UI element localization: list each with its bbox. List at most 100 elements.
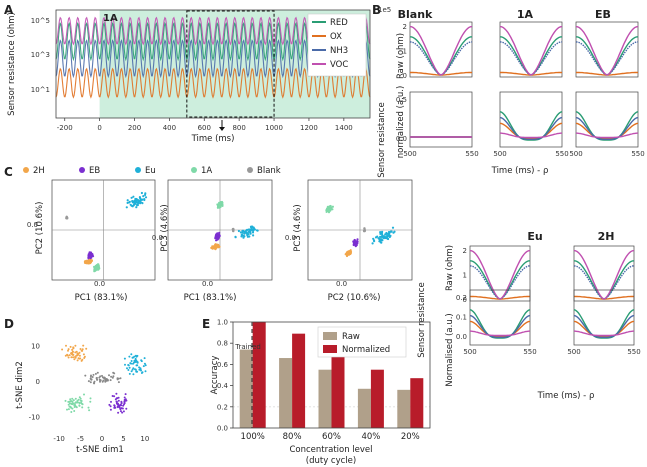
panel-b-raw-line-eu-3 <box>469 249 531 300</box>
panel-d-point-blank <box>92 373 95 376</box>
panel-a-xtick-label: 800 <box>232 124 245 132</box>
panel-b-raw-line-2h-0 <box>573 260 635 300</box>
panel-b-norm-line-2h-3 <box>573 330 635 337</box>
panel-e-ytick: 0.2 <box>217 403 228 411</box>
panel-e-axes-frame <box>232 321 431 429</box>
panel-d-point-eb <box>119 403 122 406</box>
panel-d-point-eb <box>117 399 120 402</box>
panel-c-point-eu <box>144 193 147 196</box>
panel-c-point-2h <box>218 245 221 248</box>
panel-c-point-eu <box>373 240 376 243</box>
panel-c-point-eu <box>379 231 382 234</box>
panel-b-raw-ytick-blank: 0 <box>403 72 407 80</box>
panel-c-point-eu <box>244 230 247 233</box>
panel-d-point-2h <box>71 348 74 351</box>
panel-d-point-eb <box>122 410 125 413</box>
panel-d-point-blank <box>91 376 94 378</box>
panel-a-xtick-label: 1000 <box>265 124 283 132</box>
panel-letter-e: E <box>202 317 210 331</box>
panel-d-point-eu <box>139 367 142 370</box>
panel-d-point-1a <box>67 400 70 403</box>
panel-d-point-eu <box>132 356 135 359</box>
panel-c-tick-x-1: 0.0 <box>94 280 105 288</box>
panel-e-ylabel: Accuracy <box>210 356 220 395</box>
panel-d-point-eu <box>143 362 146 365</box>
panel-c-point-eb <box>354 243 358 247</box>
panel-c-point-2h <box>213 247 216 250</box>
panel-c-point-eu <box>139 202 142 205</box>
panel-d-point-eu <box>123 357 126 360</box>
panel-d-point-1a <box>70 411 73 413</box>
panel-b-raw-ytick-eu: 0 <box>463 296 467 304</box>
panel-d-point-2h <box>81 349 84 352</box>
panel-d-point-blank <box>117 381 120 384</box>
panel-d-point-2h <box>85 347 88 350</box>
panel-d-point-eu <box>124 363 126 366</box>
panel-d-point-eu <box>135 355 138 358</box>
panel-c-point-1a <box>96 266 99 269</box>
panel-c-ylabel-1: PC2 (10.6%) <box>35 202 45 255</box>
panel-b-raw-ytick-eu: 2 <box>463 247 467 255</box>
panel-b-raw-line-2h-2 <box>573 265 635 300</box>
panel-d-point-2h <box>74 344 77 347</box>
panel-d-point-blank <box>112 375 115 378</box>
panel-a-xtick-label: 200 <box>128 124 141 132</box>
panel-c-point-eu <box>125 206 128 209</box>
panel-b-title-blank: Blank <box>398 8 433 21</box>
panel-d-point-eb <box>123 403 125 406</box>
panel-b-raw-frame-2h <box>573 245 635 302</box>
panel-e-bar-normalized-3 <box>370 369 384 428</box>
panel-d-point-1a <box>76 399 79 402</box>
panel-c-point-eu <box>241 231 244 234</box>
panel-a: 1A -200 0 200 400 600 800 1000 1200 1400 10^5 10… <box>7 9 371 144</box>
legend-label-red: RED <box>330 18 348 28</box>
panel-b-norm-line-eb-3 <box>575 132 639 139</box>
panel-d-point-eb <box>110 400 112 403</box>
panel-c-point-eu <box>140 191 143 195</box>
panel-d-point-eb <box>109 408 112 411</box>
panel-d-point-eu <box>128 366 131 369</box>
legend-dot-blank <box>247 167 253 173</box>
panel-b-title-1a: 1A <box>517 8 534 21</box>
panel-c-point-eu <box>252 234 255 237</box>
panel-c-point-eu <box>129 203 132 206</box>
legend-dot-2h <box>23 167 29 173</box>
panel-d-point-eb <box>115 392 118 395</box>
panel-b-raw-line-blank-2 <box>409 41 473 76</box>
panel-d-point-blank <box>84 374 87 377</box>
panel-c-tick-x-2: 0.0 <box>202 280 213 288</box>
panel-d-scatter <box>42 332 162 432</box>
panel-c-point-eb <box>354 240 357 243</box>
panel-b-norm-ytick-eu: 0.0 <box>456 333 467 341</box>
panel-d-point-eb <box>115 400 118 403</box>
panel-d-point-2h <box>77 357 80 360</box>
panel-c-tick-x-3: 0.0 <box>336 280 347 288</box>
panel-c-point-eu <box>391 226 395 229</box>
panel-d-point-eu <box>134 368 136 371</box>
panel-c-tick-y-2: 0.0 <box>152 234 163 242</box>
panel-a-ytick-3: 10^1 <box>31 86 50 94</box>
panel-d-point-eb <box>123 396 126 399</box>
panel-d-point-1a <box>89 400 92 403</box>
panel-d-point-eu <box>132 373 135 376</box>
panel-d-point-2h <box>74 351 77 354</box>
panel-c-point-1a <box>219 202 222 205</box>
panel-d-point-1a <box>78 396 81 399</box>
panel-d-point-2h <box>72 347 75 350</box>
panel-c-point-eu <box>144 196 148 199</box>
panel-b-title-eu: Eu <box>527 230 542 243</box>
panel-b-raw-frame-eb <box>575 21 639 78</box>
panel-c-xlabel-2: PC1 (83.1%) <box>184 293 237 303</box>
panel-letter-d: D <box>4 317 14 331</box>
panel-d-point-2h <box>81 348 84 351</box>
panel-d-point-2h <box>78 354 81 357</box>
panel-d-point-2h <box>79 348 82 350</box>
panel-c-point-eu <box>386 237 389 240</box>
panel-c-point-eu <box>135 199 138 202</box>
panel-b-norm-line-1a-2 <box>499 116 563 140</box>
panel-c-point-eu <box>128 200 131 203</box>
panel-c-point-1a <box>328 209 331 212</box>
legend-label-blank: Blank <box>257 166 281 176</box>
panel-b-xlabel-bottom: Time (ms) - ρ <box>537 391 595 401</box>
